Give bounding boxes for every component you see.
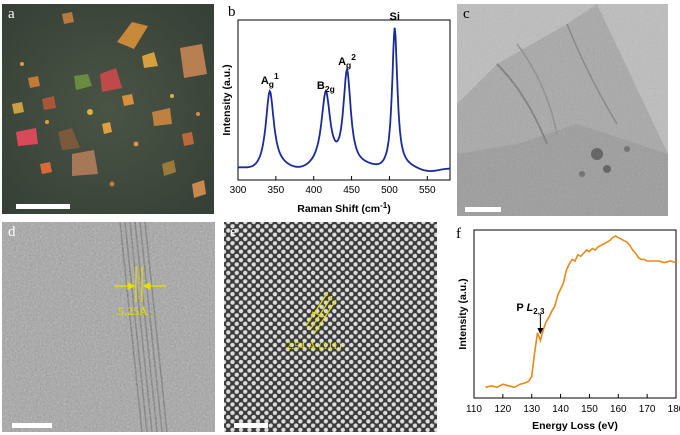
x-tick-label: 160: [610, 404, 627, 415]
peak-label: Si: [390, 11, 400, 23]
plot-frame: [237, 19, 451, 181]
edge-arrowhead: [537, 328, 544, 335]
panel-a-scale-bar: [16, 204, 70, 209]
peak-label: Ag2: [338, 52, 356, 70]
panel-f-eels-chart: f 110 120 130 140 150 160 170 180 P L2,3 Intens…: [440, 222, 680, 435]
panel-c-label: c: [463, 6, 470, 22]
x-tick-label: 400: [305, 185, 322, 196]
panel-f-label: f: [456, 226, 461, 242]
panel-a-optical-image: a: [2, 4, 214, 214]
x-tick-label: 140: [552, 404, 569, 415]
y-axis-label: Intensity (a.u.): [457, 278, 469, 349]
eels-plot: 110 120 130 140 150 160 170 180 P L2,3 Intensit…: [457, 229, 680, 432]
panel-d-scale-bar: [12, 423, 52, 428]
x-tick-label: 170: [639, 404, 656, 415]
eels-series-line: [485, 235, 677, 389]
x-tick-label: 150: [581, 404, 598, 415]
panel-e-scale-bar: [234, 423, 268, 428]
plot-frame: [473, 229, 677, 399]
lattice-pattern: [224, 222, 437, 432]
flake-image: [2, 4, 214, 214]
x-tick-label: 500: [381, 185, 398, 196]
panel-e-spacing-label: 2.54 Å (111): [286, 340, 342, 352]
hrtem-lattice-fringes: [2, 222, 215, 432]
panel-c-scale-bar: [465, 207, 501, 212]
panel-d-label: d: [8, 224, 16, 240]
lattice-spacing-marker: [305, 291, 337, 335]
tem-flake-image: [457, 4, 668, 216]
x-tick-label: 300: [230, 185, 247, 196]
panel-e-label: e: [230, 224, 237, 240]
fringe-spacing-marker: [114, 266, 166, 302]
panel-c-tem-image: c: [457, 4, 668, 216]
x-tick-label: 110: [466, 404, 482, 415]
y-axis-label: Intensity (a.u.): [221, 64, 233, 135]
x-tick-label: 130: [523, 404, 540, 415]
panel-d-hrtem-image: d 5.25Å: [2, 222, 215, 432]
panel-b-label: b: [228, 4, 236, 20]
x-tick-label: 350: [268, 185, 285, 196]
x-tick-label: 180: [668, 404, 680, 415]
edge-label: P L2,3: [516, 302, 545, 316]
x-axis-label: Raman Shift (cm-1): [297, 201, 390, 215]
peak-label: Ag1: [261, 71, 279, 89]
x-tick-label: 450: [343, 185, 360, 196]
raman-series-line: [237, 27, 450, 173]
x-tick-label: 550: [419, 185, 436, 196]
x-tick-label: 120: [495, 404, 512, 415]
peak-label: B2g: [317, 80, 335, 94]
panel-a-label: a: [8, 6, 15, 22]
panel-b-raman-chart: b 300 350 400 450 500 550 Ag1 B2g Ag2 Si Intensi…: [214, 0, 454, 220]
x-axis-label: Energy Loss (eV): [532, 420, 618, 432]
panel-e-lattice-image: e 2.54 Å (111): [224, 222, 437, 432]
panel-d-spacing-label: 5.25Å: [118, 304, 148, 318]
